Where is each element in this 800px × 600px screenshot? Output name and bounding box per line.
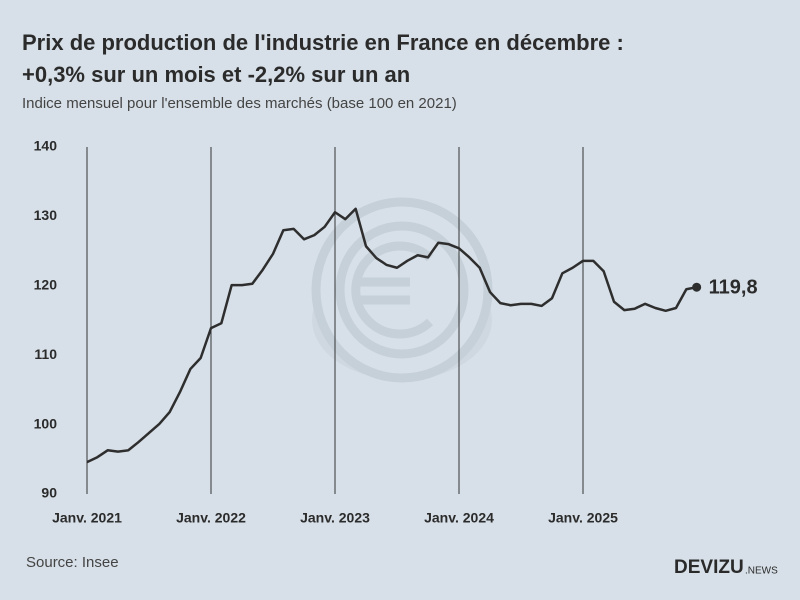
watermark-logo — [311, 197, 493, 383]
y-tick-label: 110 — [34, 346, 57, 362]
y-tick-label: 90 — [41, 485, 57, 501]
x-tick-label: Janv. 2023 — [300, 510, 370, 526]
x-tick-label: Janv. 2021 — [52, 510, 122, 526]
chart-title: +0,3% sur un mois et -2,2% sur un an — [22, 62, 410, 87]
x-tick-label: Janv. 2022 — [176, 510, 246, 526]
y-tick-label: 120 — [34, 277, 58, 293]
y-tick-label: 140 — [34, 138, 58, 154]
end-point — [692, 282, 702, 292]
data-line — [86, 207, 697, 464]
x-tick-label: Janv. 2024 — [424, 510, 494, 526]
y-tick-label: 130 — [34, 207, 58, 223]
y-tick-label: 100 — [34, 415, 58, 431]
chart-title: Prix de production de l'industrie en Fra… — [22, 30, 624, 55]
x-tick-label: Janv. 2025 — [548, 510, 618, 526]
brand-suffix: .NEWS — [745, 566, 778, 577]
brand: DEVIZU — [674, 557, 744, 578]
chart-subtitle: Indice mensuel pour l'ensemble des march… — [22, 95, 457, 112]
source: Source: Insee — [26, 554, 119, 571]
value-label: 119,8 — [709, 276, 758, 298]
